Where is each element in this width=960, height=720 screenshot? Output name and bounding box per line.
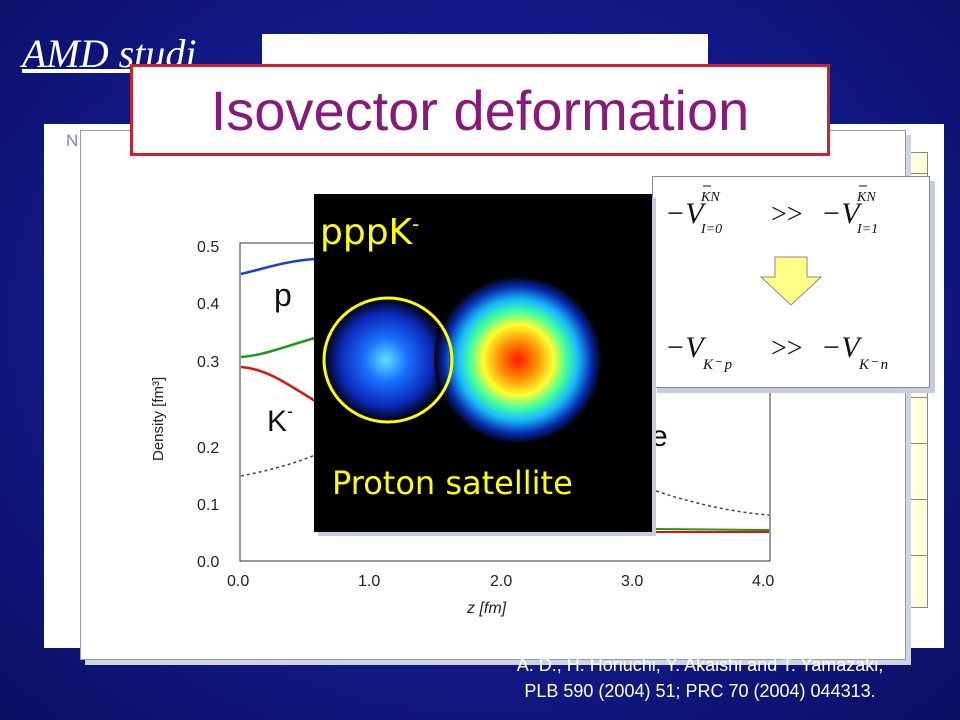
potential-subscript: I=0 — [700, 222, 722, 237]
y-tick-label: 0.5 — [197, 239, 219, 256]
potential-term: −V — [821, 197, 863, 230]
satellite-caption: Proton satellite — [332, 464, 573, 502]
x-tick-label: 4.0 — [752, 573, 774, 590]
proton-density-curve — [240, 257, 316, 276]
x-tick-label: 2.0 — [490, 573, 512, 590]
table-rule — [897, 499, 927, 500]
satellite-highlight-circle — [322, 296, 454, 424]
relation-symbol: >> — [771, 199, 803, 230]
proton-satellite-blob — [324, 298, 448, 422]
citation: A. D., H. Horiuchi, Y. Akaishi and T. Ya… — [460, 652, 940, 704]
y-tick-label: 0.4 — [197, 296, 219, 313]
title-box: Isovector deformation — [130, 64, 830, 156]
potential-superscript: KN — [856, 190, 876, 205]
citation-authors: A. D., H. Horiuchi, Y. Akaishi and T. Ya… — [516, 655, 884, 675]
core-density-blob — [434, 276, 602, 444]
y-tick-label: 0.0 — [197, 554, 219, 571]
proton-curve-label: p — [274, 277, 292, 313]
density-image — [322, 276, 602, 444]
potential-term: −V — [665, 331, 707, 364]
density-plot: 0.0 0.1 0.2 0.3 0.4 0.5 0.0 1.0 2.0 3.0 … — [150, 239, 774, 617]
kaon-curve-label: K- — [267, 401, 293, 438]
down-arrow-icon — [759, 256, 823, 306]
potential-superscript: KN — [700, 190, 720, 205]
x-tick-label: 3.0 — [621, 573, 643, 590]
x-tick-label: 0.0 — [227, 573, 249, 590]
potential-relation-box: −V KN I=0 >> −V KN I=1 −V K⁻ p >> −V K⁻ … — [652, 176, 930, 388]
x-axis-label: z [fm] — [466, 600, 507, 617]
table-rule — [897, 555, 927, 556]
dashed-density-curve — [240, 454, 316, 477]
relation-symbol: >> — [771, 333, 803, 364]
neutron-density-tail — [655, 528, 770, 531]
y-tick-label: 0.1 — [197, 497, 219, 514]
citation-refs: PLB 590 (2004) 51; PRC 70 (2004) 044313. — [524, 681, 876, 701]
neutron-density-curve — [240, 336, 316, 359]
potential-relation: −V KN I=0 >> −V KN I=1 −V K⁻ p >> −V K⁻ … — [665, 185, 888, 373]
table-rule — [897, 173, 927, 174]
slide-title: Isovector deformation — [210, 78, 750, 142]
system-label: pppK- — [320, 212, 420, 253]
table-rule — [897, 443, 927, 444]
curve-label-fragment: e — [651, 420, 668, 453]
background-panel-label: N — [66, 131, 79, 150]
kaon-density-curve — [240, 365, 316, 403]
table-rule — [897, 397, 927, 398]
y-tick-label: 0.2 — [197, 440, 219, 457]
potential-term: −V — [821, 331, 863, 364]
y-axis-label: Density [fm³] — [150, 377, 167, 461]
potential-term: −V — [665, 197, 707, 230]
x-tick-label: 1.0 — [358, 573, 380, 590]
potential-subscript: K⁻ p — [702, 357, 733, 373]
potential-subscript: I=1 — [856, 222, 878, 237]
density-image-panel: pppK- Proton satellite — [314, 194, 652, 532]
y-tick-label: 0.3 — [197, 354, 219, 371]
dashed-density-tail — [655, 490, 770, 516]
potential-subscript: K⁻ n — [858, 357, 888, 373]
